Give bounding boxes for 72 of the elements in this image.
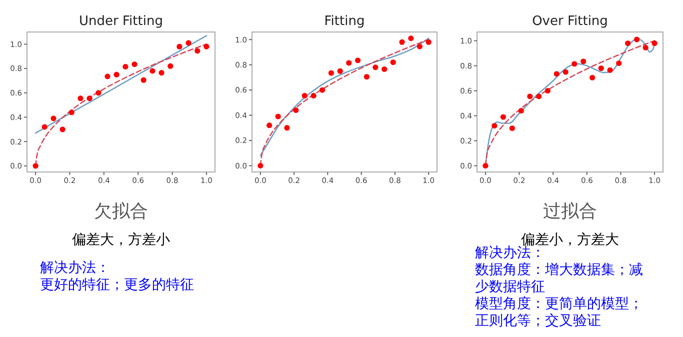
point: [562, 69, 568, 75]
point: [275, 114, 281, 120]
point: [607, 67, 613, 73]
point: [158, 70, 164, 76]
point: [194, 48, 200, 54]
text: 解决办法：: [40, 260, 110, 276]
point: [122, 64, 128, 70]
point: [320, 87, 326, 93]
text: 更好的特征；更多的特征: [40, 277, 194, 293]
point: [176, 44, 182, 50]
point: [554, 71, 560, 77]
point: [500, 114, 506, 120]
point: [104, 74, 110, 80]
chart-title: Fitting: [324, 14, 365, 29]
point: [364, 74, 370, 80]
point: [492, 122, 498, 129]
point: [186, 40, 192, 46]
point: [399, 39, 405, 45]
point: [544, 88, 550, 94]
text: 偏差小，方差大: [521, 232, 619, 248]
point: [68, 110, 74, 116]
point: [293, 107, 299, 113]
point: [60, 126, 66, 132]
point: [509, 125, 515, 132]
point: [390, 59, 396, 66]
point: [416, 44, 422, 50]
point: [408, 36, 414, 42]
point: [96, 90, 102, 96]
point: [527, 94, 533, 100]
point: [168, 63, 174, 69]
point: [372, 64, 378, 70]
point: [426, 39, 432, 45]
point: [302, 92, 308, 98]
point: [50, 116, 56, 122]
point: [580, 58, 586, 64]
point: [337, 68, 343, 74]
point: [132, 61, 138, 68]
text: 偏差大，方差小: [72, 232, 170, 248]
text: 过拟合: [543, 201, 597, 222]
point: [78, 96, 84, 102]
point: [382, 66, 388, 72]
point: [86, 96, 92, 102]
point: [616, 60, 622, 66]
chart-title: Under Fitting: [79, 14, 163, 29]
point: [42, 124, 48, 130]
point: [32, 163, 38, 169]
point: [634, 36, 640, 42]
point: [354, 58, 361, 64]
point: [482, 162, 488, 169]
point: [625, 40, 631, 46]
point: [572, 61, 578, 67]
point: [140, 77, 146, 83]
point: [204, 44, 210, 50]
chart-title: Over Fitting: [532, 14, 608, 29]
point: [536, 94, 542, 100]
point: [598, 65, 604, 72]
point: [284, 125, 290, 131]
point: [652, 40, 658, 46]
text: 解决办法：: [475, 245, 545, 261]
point: [150, 68, 156, 74]
point: [266, 122, 272, 128]
text: 欠拟合: [94, 201, 148, 222]
point: [642, 44, 648, 50]
point: [310, 92, 316, 98]
point: [518, 108, 524, 114]
text: 数据角度：增大数据集；减少数据特征: [475, 262, 643, 295]
text: 模型角度：更简单的模型；正则化等；交叉验证: [475, 296, 643, 329]
point: [590, 74, 596, 80]
point: [114, 72, 120, 78]
point: [328, 70, 334, 76]
point: [258, 162, 264, 168]
point: [346, 60, 352, 66]
